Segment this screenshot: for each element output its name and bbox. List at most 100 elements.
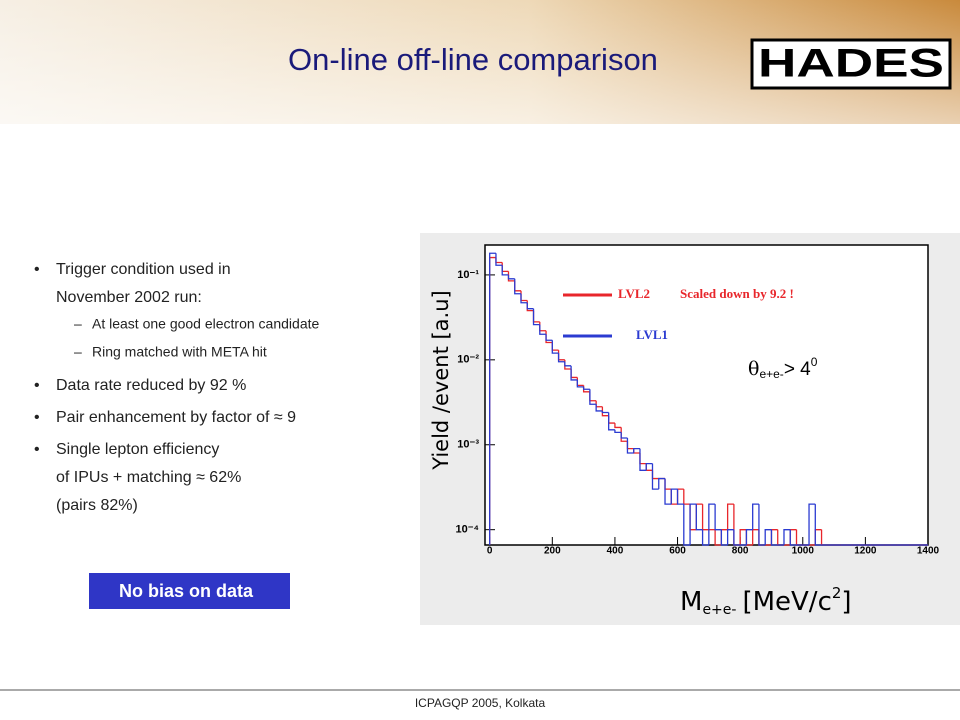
histogram-bin (514, 278, 522, 295)
histogram-bin (789, 529, 797, 546)
histogram-bin (808, 503, 816, 545)
histogram-bin (589, 389, 597, 405)
logo: HADES (758, 42, 944, 86)
logo-box (750, 38, 952, 90)
histogram-bin (620, 432, 628, 439)
chart: 0 200 400 600 800 1000 1200 1400 10⁻¹ 10⁻² 10⁻³ 10⁻… (429, 244, 940, 619)
histogram-bin (557, 353, 565, 363)
y-tick-label: 10⁻⁴ (456, 524, 479, 536)
histogram-bin (683, 504, 691, 546)
histogram-bin (489, 252, 496, 545)
histogram-bin (770, 529, 778, 546)
sub-dash: – (74, 316, 82, 332)
x-tick-label: 1200 (854, 546, 877, 557)
x-axis-label: Me+e- [MeV/c2] (680, 584, 852, 619)
sub-bullet-text: Ring matched with META hit (92, 344, 267, 360)
histogram-bin (639, 448, 647, 471)
histogram-bin (633, 447, 640, 453)
histogram-bin (526, 302, 534, 310)
histogram-bin (726, 529, 734, 545)
bullet-dot: • (34, 441, 40, 458)
histogram-bin (783, 529, 791, 545)
histogram-bin (626, 438, 634, 454)
scale-note: Scaled down by 9.2 ! (680, 286, 794, 301)
histogram-bin (708, 503, 716, 545)
histogram-bin (551, 340, 559, 354)
note-box (89, 573, 290, 609)
bullet-text: Trigger condition used in (56, 261, 231, 278)
footer: ICPAGQP 2005, Kolkata (415, 696, 546, 710)
note-text: No bias on data (119, 581, 254, 601)
histogram-bin (695, 504, 703, 531)
cut-rel: > 4 (784, 359, 811, 380)
histogram-bin (507, 274, 515, 280)
y-tick-label: 10⁻² (457, 354, 479, 366)
histogram-bin (752, 503, 759, 530)
histogram-bin (595, 404, 603, 412)
histogram-bin (495, 253, 503, 266)
x-label-main: M (680, 587, 702, 617)
histogram-bin (764, 529, 772, 545)
x-tick-label: 600 (669, 546, 686, 557)
bullet-dot: • (34, 409, 40, 426)
x-tick-label: 200 (544, 546, 561, 557)
histogram-bin (739, 529, 747, 545)
x-label-end: ] (841, 587, 851, 617)
histogram-bin (645, 462, 653, 471)
bullet-text: Single lepton efficiency (56, 441, 219, 458)
histogram-bin (720, 529, 728, 546)
cut-theta: θ (748, 358, 759, 380)
histogram-bin (733, 529, 741, 546)
histogram-bin (601, 406, 609, 417)
sub-bullet-text: At least one good electron candidate (92, 316, 319, 332)
histogram-bin (520, 293, 528, 304)
histogram-bin (726, 503, 734, 530)
bullet-text: November 2002 run: (56, 289, 202, 306)
y-tick-label: 10⁻³ (457, 439, 479, 451)
histogram-bin (601, 410, 609, 414)
bullet-text: (pairs 82%) (56, 497, 138, 514)
cut-box (735, 355, 875, 387)
x-tick-label: 400 (607, 546, 624, 557)
x-tick-label: 1000 (792, 546, 815, 557)
bullet-dot: • (34, 261, 40, 278)
histogram-bin (701, 504, 709, 531)
cut-sub: e+e- (759, 367, 783, 381)
histogram-bin (676, 489, 684, 505)
histogram-bin (664, 478, 672, 505)
histogram-bin (614, 429, 622, 433)
histogram-bin (608, 412, 615, 431)
sub-dash: – (74, 344, 82, 360)
x-label-sub: e+e- (702, 602, 736, 618)
legend-label: LVL2 (618, 286, 650, 301)
bullet-text: of IPUs + matching ≈ 62% (56, 469, 241, 486)
histogram-bin (745, 529, 753, 545)
bullet-text: Pair enhancement by factor of ≈ 9 (56, 409, 296, 426)
x-label-unit: [MeV/c (742, 587, 831, 617)
histogram-bin (614, 423, 622, 429)
bullet-text: Data rate reduced by 92 % (56, 377, 246, 394)
histogram-bin (501, 265, 509, 276)
cut-label: θe+e-> 40 (748, 355, 818, 381)
plot-area (484, 244, 929, 546)
cut-sup: 0 (811, 355, 818, 369)
histogram-bin (564, 361, 572, 367)
legend-label: LVL1 (636, 327, 668, 342)
histogram-bin (658, 477, 666, 490)
x-tick-label: 800 (732, 546, 749, 557)
x-tick-label: 0 (487, 546, 493, 557)
histogram-bin (689, 503, 697, 545)
histogram-bin (670, 488, 678, 505)
histogram-bin (701, 529, 709, 546)
title: On-line off-line comparison (288, 42, 658, 77)
histogram-bin (651, 463, 659, 490)
histogram-bin (576, 379, 584, 388)
x-label-sup: 2 (832, 584, 842, 602)
histogram-bin (545, 334, 553, 341)
histogram-bin (814, 504, 822, 546)
histogram-bin (758, 504, 766, 546)
histogram-bin (714, 504, 722, 531)
y-axis-label: Yield /event [a.u] (429, 290, 453, 470)
histogram-bin (539, 324, 547, 335)
